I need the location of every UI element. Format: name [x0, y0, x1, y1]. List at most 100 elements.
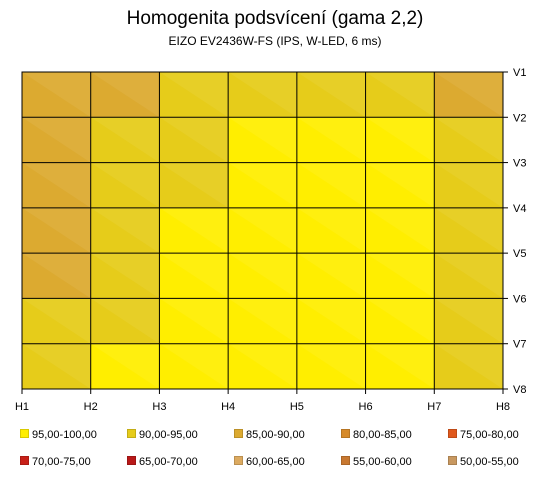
heatmap-cell [434, 298, 504, 345]
heatmap-cell-facet [90, 72, 160, 118]
heatmap-cell [365, 72, 435, 118]
heatmap-cell [228, 162, 298, 209]
heatmap-cell [90, 343, 160, 390]
x-tick-label: H4 [221, 401, 235, 413]
legend-label: 55,00-60,00 [353, 456, 412, 468]
heatmap-cell [159, 253, 229, 299]
heatmap-cell [159, 162, 229, 209]
legend-swatch [127, 429, 136, 438]
heatmap-cell [434, 343, 504, 390]
heatmap-cell [228, 343, 298, 390]
heatmap-cell [434, 207, 504, 254]
heatmap-cell [159, 343, 229, 390]
heatmap-cell [90, 207, 160, 254]
heatmap-cell-facet [296, 298, 366, 344]
heatmap-cell [90, 298, 160, 345]
x-tick-label: H1 [15, 401, 29, 413]
heatmap-cell-facet [296, 207, 366, 254]
legend-item: 70,00-75,00 [20, 456, 91, 468]
heatmap-cell [22, 72, 92, 118]
legend-label: 85,00-90,00 [246, 429, 305, 441]
chart-subtitle: EIZO EV2436W-FS (IPS, W-LED, 6 ms) [168, 34, 382, 48]
heatmap-cell-facet [365, 162, 435, 208]
heatmap-cell [365, 117, 435, 164]
heatmap-cell-facet [434, 253, 503, 299]
heatmap-cell-facet [90, 162, 160, 208]
legend-label: 60,00-65,00 [246, 456, 305, 468]
heatmap-cell [434, 117, 504, 164]
heatmap-cell [90, 72, 160, 118]
y-tick-label: V7 [513, 339, 526, 351]
heatmap-cell-facet [159, 253, 229, 299]
heatmap-cell-facet [159, 207, 229, 254]
heatmap-cell [434, 162, 504, 209]
heatmap-cell [159, 298, 229, 345]
heatmap-cell [296, 117, 367, 164]
heatmap-cell-facet [296, 162, 366, 208]
heatmap-cell [296, 162, 367, 209]
x-tick-label: H2 [84, 401, 98, 413]
heatmap-cell [296, 253, 367, 299]
heatmap-cell-facet [159, 117, 229, 163]
y-tick-label: V2 [513, 112, 526, 124]
heatmap-cell-facet [365, 298, 435, 344]
heatmap-cell [434, 72, 504, 118]
legend-label: 90,00-95,00 [139, 429, 198, 441]
y-tick-label: V4 [513, 203, 526, 215]
heatmap-cell [22, 253, 92, 299]
heatmap-cell-facet [365, 207, 435, 254]
heatmap-cell-facet [90, 298, 160, 344]
heatmap-cell [296, 207, 367, 254]
y-tick-label: V1 [513, 67, 526, 79]
legend-item: 80,00-85,00 [341, 429, 412, 441]
legend-swatch [20, 429, 29, 438]
heatmap-cell-facet [228, 207, 297, 254]
heatmap-cell-facet [434, 72, 503, 118]
heatmap-cell-facet [22, 207, 91, 254]
x-tick-label: H8 [496, 401, 510, 413]
heatmap-cell-facet [365, 72, 435, 118]
legend-item: 55,00-60,00 [341, 456, 412, 468]
legend-label: 70,00-75,00 [32, 456, 91, 468]
heatmap-cell-facet [22, 117, 91, 163]
legend-label: 95,00-100,00 [32, 429, 97, 441]
heatmap-cell-facet [434, 117, 503, 163]
heatmap-cell-facet [365, 253, 435, 299]
legend-item: 90,00-95,00 [127, 429, 198, 441]
heatmap-cell-facet [22, 298, 91, 344]
legend-item: 60,00-65,00 [234, 456, 305, 468]
legend-item: 95,00-100,00 [20, 429, 97, 441]
heatmap-cell-facet [22, 343, 91, 389]
legend-swatch [234, 429, 243, 438]
y-tick-label: V8 [513, 384, 526, 396]
plot-border [21, 71, 504, 390]
heatmap-cell [90, 253, 160, 299]
heatmap-cell [228, 253, 298, 299]
heatmap-cell-facet [22, 162, 91, 208]
heatmap-cell-facet [90, 207, 160, 254]
heatmap-cell-facet [159, 162, 229, 208]
heatmap-cell [228, 298, 298, 345]
y-tick-label: V6 [513, 293, 526, 305]
legend-item: 85,00-90,00 [234, 429, 305, 441]
heatmap-cell-facet [365, 117, 435, 163]
heatmap-cell [296, 72, 367, 118]
heatmap-cell [22, 162, 92, 209]
heatmap-cell-facet [228, 298, 297, 344]
legend-swatch [341, 429, 350, 438]
heatmap-cell-facet [90, 117, 160, 163]
heatmap-cell [228, 117, 298, 164]
heatmap-cell [365, 207, 435, 254]
heatmap-cell-facet [434, 343, 503, 389]
heatmap-cell-facet [90, 253, 160, 299]
heatmap-cell [296, 343, 367, 390]
heatmap-cell [365, 298, 435, 345]
heatmap-cell-facet [228, 162, 297, 208]
heatmap-cell-facet [159, 72, 229, 118]
heatmap-cell-facet [228, 72, 297, 118]
heatmap-cell [434, 253, 504, 299]
legend-swatch [127, 456, 136, 465]
heatmap-cell [365, 162, 435, 209]
legend-label: 65,00-70,00 [139, 456, 198, 468]
heatmap-cell-facet [159, 298, 229, 344]
